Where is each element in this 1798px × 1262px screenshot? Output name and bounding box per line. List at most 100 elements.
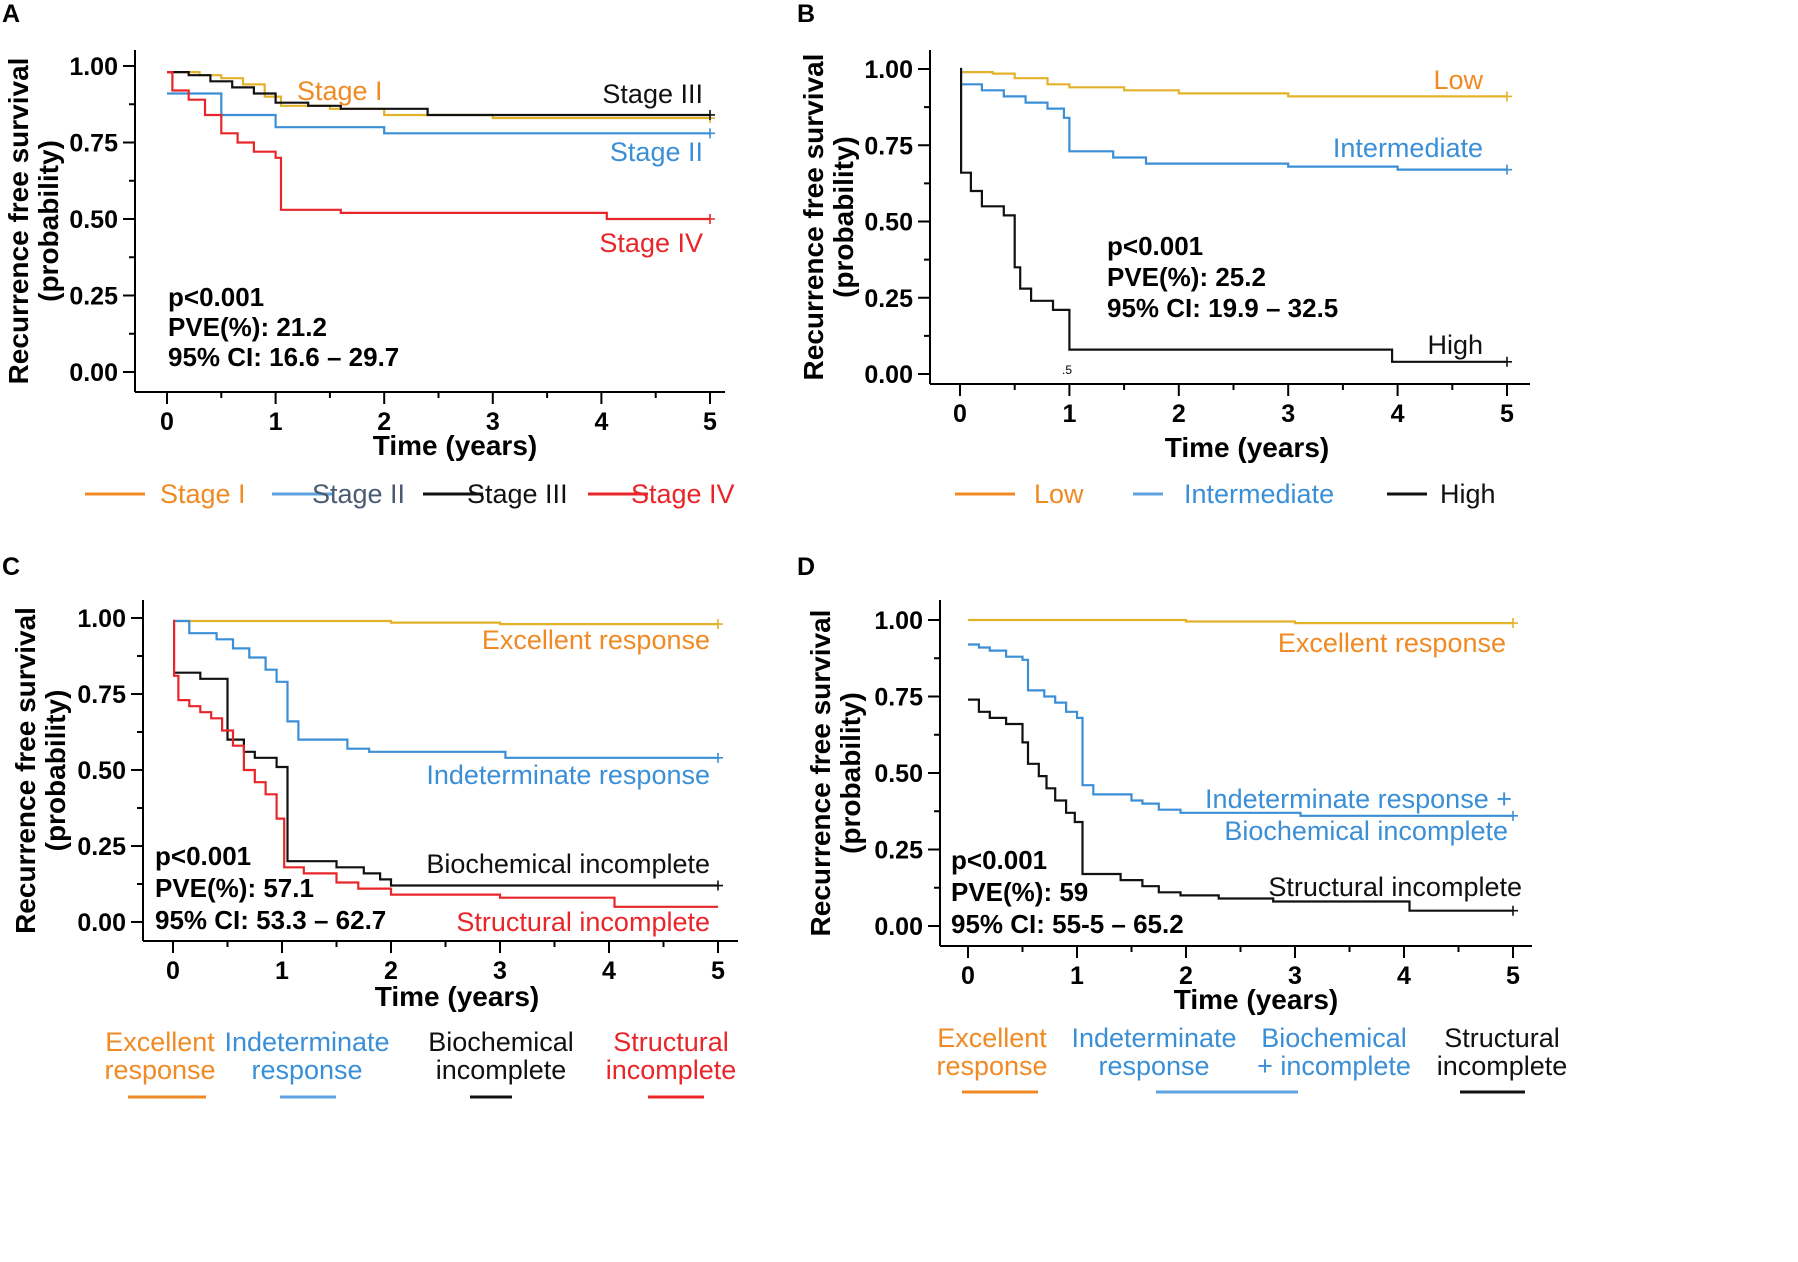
survival-curve-structural-incomplete bbox=[173, 619, 718, 908]
y-tick-label: 0.00 bbox=[69, 359, 118, 387]
survival-curve-stage-i bbox=[167, 71, 710, 120]
y-tick-label: 0.25 bbox=[69, 283, 118, 311]
y-axis-title-line2: (probability) bbox=[828, 136, 859, 298]
curve-label: Stage III bbox=[602, 79, 703, 109]
p-value: p<0.001 bbox=[155, 841, 251, 871]
panel-b: B 0.00 0.25 0.50 0.75 1.00 0 1 2 3 4 5 Time (years) R… bbox=[797, 0, 1530, 509]
censor-mark bbox=[705, 109, 715, 120]
y-tick-label: 0.75 bbox=[874, 684, 923, 712]
y-tick-label: 0.00 bbox=[874, 913, 923, 941]
legend-label-line1: Excellent bbox=[105, 1027, 215, 1057]
censor-mark bbox=[705, 214, 715, 224]
legend-label: Stage II bbox=[312, 479, 405, 509]
curve-label: Biochemical incomplete bbox=[426, 849, 710, 879]
x-tick-label: 3 bbox=[1281, 400, 1295, 428]
survival-curve-stage-ii bbox=[167, 92, 710, 135]
p-value: p<0.001 bbox=[1107, 231, 1203, 261]
x-tick-label: 2 bbox=[1172, 400, 1186, 428]
y-tick-label: 0.50 bbox=[874, 760, 923, 788]
x-tick-label: 0 bbox=[160, 408, 174, 436]
curve-label: Structural incomplete bbox=[1268, 872, 1522, 902]
pve-value: PVE(%): 25.2 bbox=[1107, 262, 1266, 292]
panel-a: A 0.00 0.25 0.50 0.75 1.00 0 1 2 3 4 5 Time (years) R… bbox=[2, 0, 735, 509]
pve-value: PVE(%): 21.2 bbox=[168, 312, 327, 342]
legend: ExcellentresponseIndeterminateresponseBi… bbox=[936, 1023, 1568, 1094]
x-tick-label: 0 bbox=[953, 400, 967, 428]
y-axis-title-line1: Recurrence free survival bbox=[798, 54, 829, 381]
legend-label: Intermediate bbox=[1184, 479, 1334, 509]
legend-label-line1: Indeterminate bbox=[1071, 1023, 1236, 1053]
x-tick-label: 2 bbox=[377, 408, 391, 436]
x-tick-label: 3 bbox=[493, 957, 507, 985]
x-axis-title: Time (years) bbox=[373, 430, 537, 461]
legend-label-line2: response bbox=[104, 1055, 215, 1085]
curve-label: Indeterminate response + bbox=[1205, 784, 1512, 814]
pve-value: PVE(%): 57.1 bbox=[155, 873, 314, 903]
legend-label-line1: Structural bbox=[1444, 1023, 1560, 1053]
censor-mark bbox=[1508, 905, 1518, 916]
censor-mark bbox=[1508, 810, 1518, 821]
curve-label: Excellent response bbox=[482, 625, 710, 655]
curve-label: Excellent response bbox=[1278, 628, 1506, 658]
survival-curve-stage-iv bbox=[167, 71, 710, 221]
y-tick-label: 0.00 bbox=[77, 909, 126, 937]
survival-curve-low bbox=[960, 71, 1507, 98]
x-tick-label: 0 bbox=[961, 962, 975, 990]
curve-label: Low bbox=[1433, 65, 1483, 95]
legend-label-line2: incomplete bbox=[606, 1055, 737, 1085]
y-tick-label: 0.50 bbox=[864, 209, 913, 237]
x-tick-label: 5 bbox=[1500, 400, 1514, 428]
y-tick-label: 0.25 bbox=[874, 837, 923, 865]
curve-label: Stage I bbox=[297, 76, 383, 106]
legend-label-line2: response bbox=[1098, 1051, 1209, 1081]
legend-label-line2: incomplete bbox=[436, 1055, 567, 1085]
curve-label: Stage II bbox=[610, 137, 703, 167]
x-axis-title: Time (years) bbox=[375, 981, 539, 1012]
x-tick-label: 4 bbox=[594, 408, 608, 436]
p-value: p<0.001 bbox=[951, 845, 1047, 875]
x-tick-label: 2 bbox=[1179, 962, 1193, 990]
y-axis-title-line2: (probability) bbox=[40, 690, 71, 852]
y-axis-title-line1: Recurrence free survival bbox=[3, 58, 34, 385]
x-tick-label: 5 bbox=[703, 408, 717, 436]
y-tick-label: 0.25 bbox=[77, 833, 126, 861]
x-tick-label: 3 bbox=[1288, 962, 1302, 990]
survival-curve-indeterminate-response bbox=[173, 619, 718, 759]
censor-mark bbox=[713, 880, 723, 891]
curve-label: Structural incomplete bbox=[456, 907, 710, 937]
x-tick-label: 4 bbox=[1391, 400, 1405, 428]
y-tick-label: 0.25 bbox=[864, 285, 913, 313]
legend-label: Stage IV bbox=[631, 479, 735, 509]
panel-letter: A bbox=[2, 0, 20, 28]
censor-mark bbox=[1502, 356, 1512, 367]
curve-label: Indeterminate response bbox=[426, 760, 710, 790]
x-tick-label: 1 bbox=[269, 408, 283, 436]
curve-label: Stage IV bbox=[599, 228, 703, 258]
censor-mark bbox=[713, 619, 723, 630]
legend-label-line2: + incomplete bbox=[1257, 1051, 1411, 1081]
legend-label-line1: Biochemical bbox=[428, 1027, 574, 1057]
survival-curve-structural-incomplete bbox=[968, 698, 1513, 912]
legend-label-line2: incomplete bbox=[1437, 1051, 1568, 1081]
y-axis-title-line1: Recurrence free survival bbox=[10, 607, 41, 934]
legend-label: High bbox=[1440, 479, 1496, 509]
y-axis-title-line1: Recurrence free survival bbox=[805, 610, 836, 937]
panel-letter: D bbox=[797, 553, 815, 581]
x-tick-label: 1 bbox=[275, 957, 289, 985]
panel-letter: B bbox=[797, 0, 815, 28]
curve-label: Intermediate bbox=[1333, 133, 1483, 163]
survival-curve-excellent-response bbox=[968, 618, 1513, 625]
x-tick-label: 3 bbox=[486, 408, 500, 436]
legend-label-line2: response bbox=[251, 1055, 362, 1085]
y-tick-label: 1.00 bbox=[864, 56, 913, 84]
y-tick-label: 0.75 bbox=[77, 681, 126, 709]
survival-curve-biochemical-incomplete bbox=[173, 671, 718, 887]
censor-mark bbox=[1508, 618, 1518, 629]
p-value: p<0.001 bbox=[168, 282, 264, 312]
y-tick-label: 1.00 bbox=[874, 607, 923, 635]
panel-letter: C bbox=[2, 553, 20, 581]
x-tick-label: 1 bbox=[1070, 962, 1084, 990]
legend-label: Stage III bbox=[467, 479, 568, 509]
curve-label: Biochemical incomplete bbox=[1224, 816, 1508, 846]
survival-curve-excellent-response bbox=[173, 619, 718, 626]
